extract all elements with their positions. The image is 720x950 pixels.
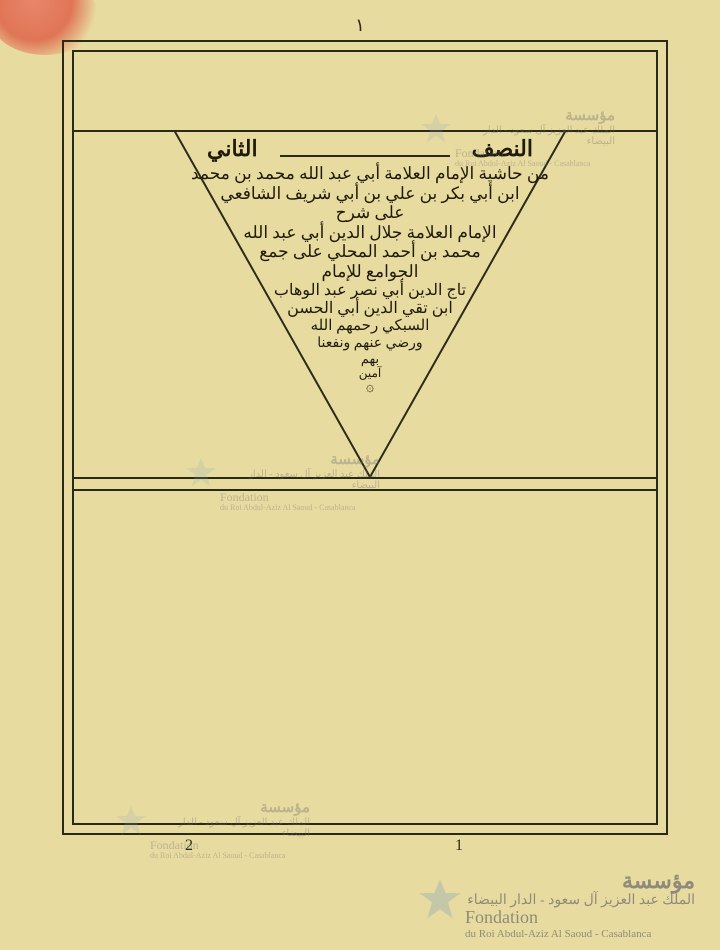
triangle-line-10: آمين [340,367,400,381]
title-word-right: النصف [472,136,533,161]
triangle-line-6: ابن تقي الدين أبي الحسن [270,300,470,318]
watermark-ar1: مؤسسة [465,869,695,893]
watermark-star-icon [417,877,463,923]
title-word-left: الثاني [207,136,258,161]
page-number-bottom-right: 1 [455,837,463,855]
page-number-top: ١ [355,15,365,36]
triangle-line-2: ابن أبي بكر بن علي بن أبي شريف الشافعي ع… [205,184,535,223]
mid-divider-bottom [72,489,658,491]
triangle-title: النصف الثاني [179,136,561,164]
mid-divider-top [72,477,658,479]
triangle-line-4: محمد بن أحمد المحلي على جمع الجوامع للإم… [235,242,505,281]
title-separator [280,136,450,157]
watermark-fr1: Fondation [465,908,695,928]
triangle-line-11: ۞ [355,380,385,396]
watermark-ar2: الملك عبد العزيز آل سعود - الدار البيضاء [465,893,695,908]
outer-frame: النصف الثاني من حاشية الإمام العلامة أبي… [62,40,668,835]
triangle-line-3: الإمام العلامة جلال الدين أبي عبد الله [220,223,520,243]
triangle-text-block: النصف الثاني من حاشية الإمام العلامة أبي… [179,136,561,397]
watermark-fr1: Fondation [150,839,310,852]
triangle-line-1: من حاشية الإمام العلامة أبي عبد الله محم… [190,164,550,184]
watermark-footer: مؤسسة الملك عبد العزيز آل سعود - الدار ا… [465,869,695,940]
triangle-line-7: السبكي رحمهم الله [288,318,453,335]
watermark-fr2: du Roi Abdul-Aziz Al Saoud - Casablanca [465,928,695,940]
triangle-line-9: بهم [320,352,420,367]
watermark-fr2: du Roi Abdul-Aziz Al Saoud - Casablanca [150,852,310,861]
triangle-line-5: تاج الدين أبي نصر عبد الوهاب [253,282,488,300]
triangle-line-8: ورضي عنهم ونفعنا [303,336,438,352]
page-number-bottom-left: 2 [185,837,193,855]
